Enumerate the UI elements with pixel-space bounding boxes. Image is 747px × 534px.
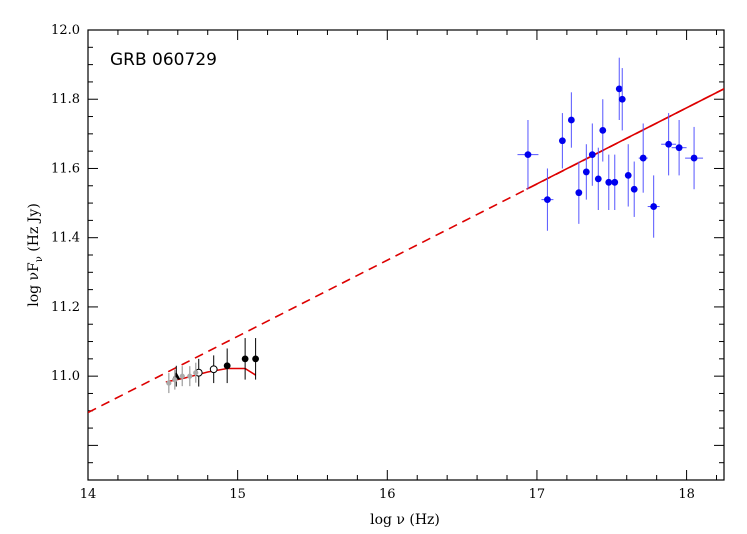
xray-points-point [639,154,647,162]
y-axis-title-subscript: ν [34,256,45,262]
xray-points-point [524,151,532,159]
xray-points-point [630,185,638,193]
x-tick-label: 15 [229,487,246,502]
x-tick-label: 16 [379,487,396,502]
xray-points-point [582,168,590,176]
xray-points-point [611,178,619,186]
optical-filled-point [223,362,231,370]
y-tick-label: 11.6 [51,161,80,176]
x-tick-label: 14 [80,487,97,502]
x-axis-title: log ν (Hz) [370,512,440,528]
uv-grey-point [166,380,172,386]
chart-title: GRB 060729 [110,50,217,70]
xray-points-point [665,140,673,148]
xray-points-point [558,137,566,145]
xray-points-point [675,144,683,152]
optical-open-point [209,365,218,374]
y-axis-title-unit: (Hz Jy) [26,203,42,256]
optical-filled-point [241,355,249,363]
axis-ticks [87,29,724,481]
xray-points-point [650,203,658,210]
xray-points-point [690,154,698,162]
y-tick-label: 11.0 [51,369,80,384]
uv-grey-point [187,373,193,379]
xray-points-point [588,151,596,159]
xray-points-point [605,178,613,186]
y-axis-title: log νFν (Hz Jy) [26,203,45,307]
y-axis-title-main: log νF [26,262,42,307]
xray-points-point [618,95,626,103]
y-tick-label: 11.8 [51,92,80,107]
xray-points-point [544,196,551,204]
data-points [166,57,704,394]
plot-border [87,29,725,481]
model-solid-xray-line [526,88,724,190]
xray-points-point [567,116,575,124]
y-tick-label: 11.2 [51,300,80,315]
xray-points-point [624,171,632,179]
uv-grey-point [193,370,199,376]
x-tick-label: 17 [529,487,546,502]
xray-points-point [575,189,583,197]
xray-points-point [615,85,623,93]
plot-frame [87,29,725,481]
optical-filled-point [252,355,260,363]
uv-grey-point [172,377,178,383]
y-tick-label: 12.0 [51,23,80,38]
y-tick-label: 11.4 [51,231,80,246]
axis-tick-labels: 14 15 16 17 18 11.0 11.2 11.4 11.6 11.8 12.0 [51,23,695,502]
model-lines [88,88,724,414]
x-tick-label: 18 [678,487,695,502]
uv-grey-point [179,373,185,379]
xray-points-point [594,175,602,183]
xray-points-point [599,126,607,134]
